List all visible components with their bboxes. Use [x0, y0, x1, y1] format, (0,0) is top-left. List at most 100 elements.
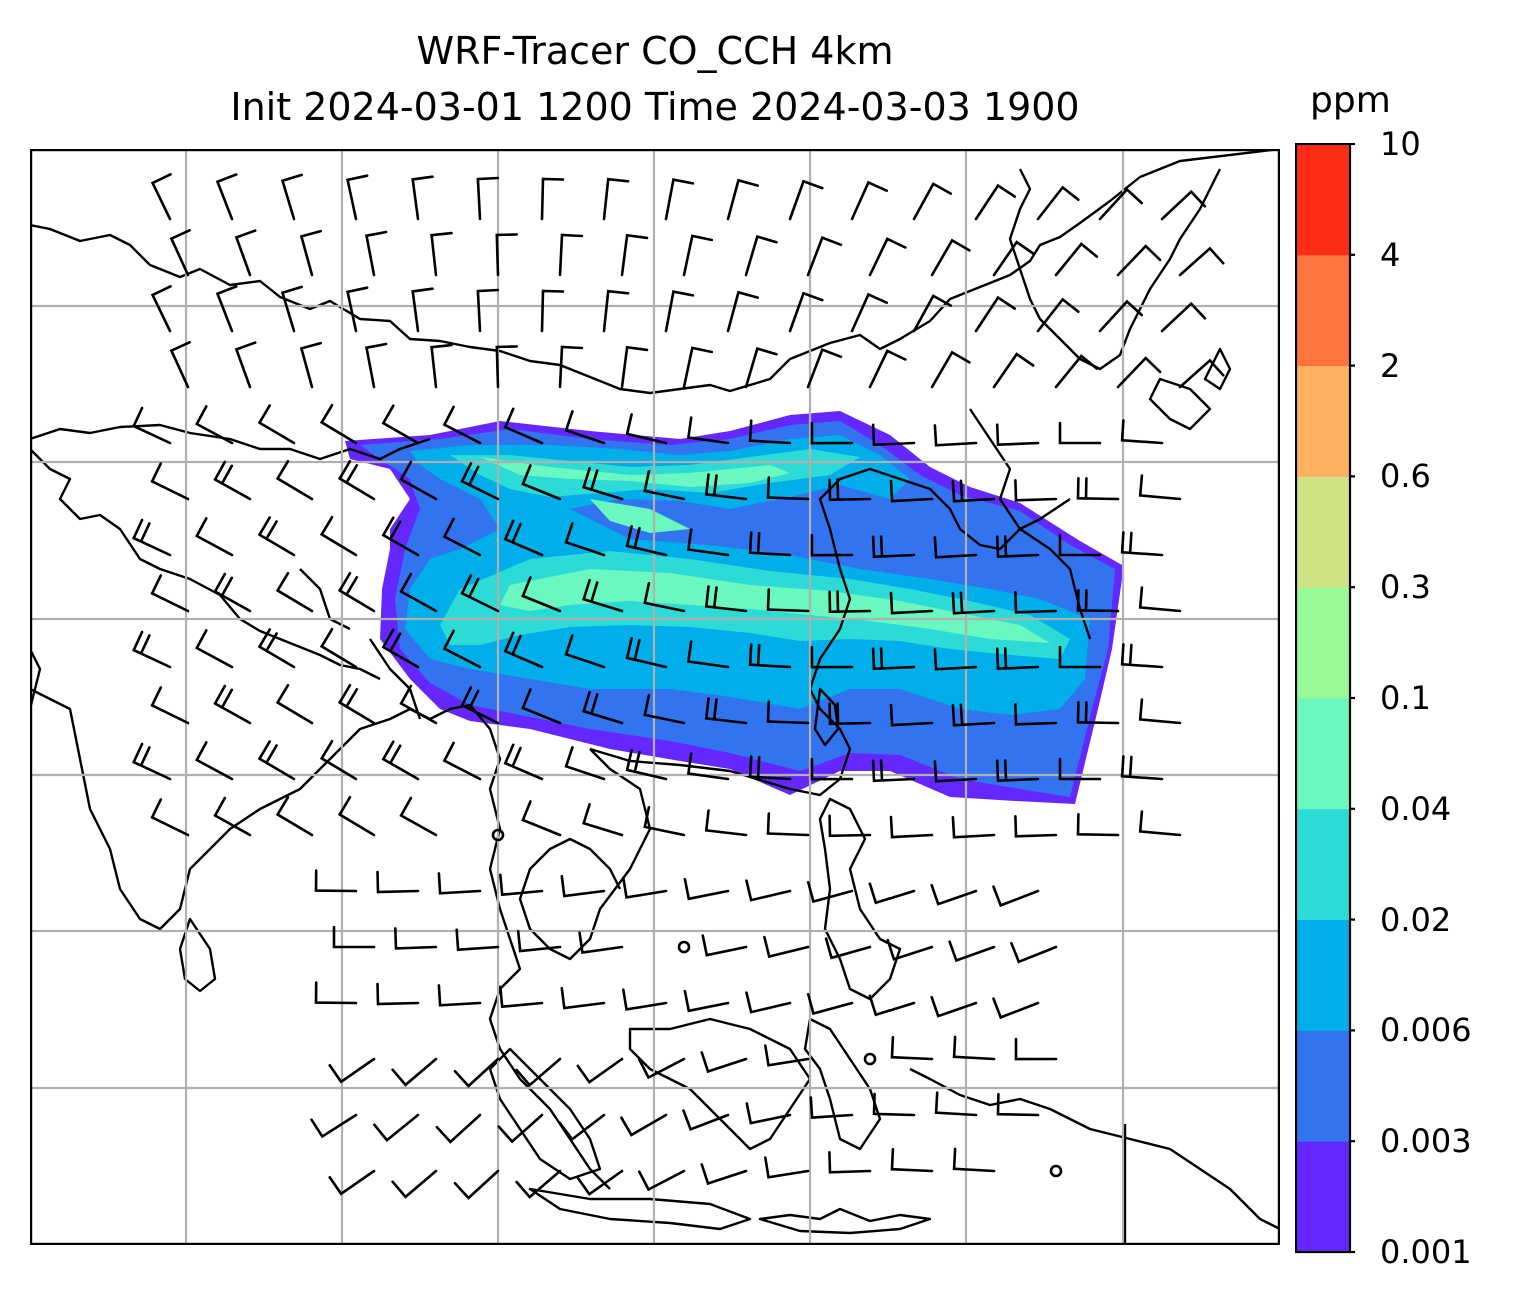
colorbar-tick-label: 0.003 — [1380, 1122, 1472, 1161]
wind-barb — [442, 741, 482, 781]
wind-barb — [766, 700, 810, 725]
wind-barb — [275, 460, 314, 501]
wind-barb — [299, 341, 322, 389]
wind-barb — [748, 643, 792, 669]
wind-barb — [332, 925, 376, 949]
wind-barb — [150, 285, 172, 333]
wind-barb — [871, 759, 916, 783]
wind-barb — [951, 479, 996, 503]
wind-barb — [868, 994, 916, 1017]
wind-barb — [726, 290, 760, 333]
wind-barb — [930, 883, 978, 906]
wind-barb — [582, 802, 624, 837]
wind-barb — [1138, 474, 1182, 501]
wind-barb — [521, 464, 562, 501]
wind-barb — [620, 345, 649, 389]
wind-barb — [602, 289, 630, 333]
wind-barb — [453, 1169, 500, 1200]
wind-barb — [806, 880, 854, 904]
wind-barb — [686, 528, 730, 557]
wind-barb — [314, 981, 358, 1005]
wind-barb — [828, 478, 872, 502]
wind-barb — [806, 992, 854, 1016]
wind-barb — [1076, 477, 1120, 501]
wind-barb — [131, 406, 172, 445]
wind-barb — [257, 628, 296, 669]
wind-barb — [328, 1169, 376, 1196]
wind-barb — [1014, 479, 1058, 502]
wind-barb — [516, 929, 562, 953]
wind-barb — [889, 815, 934, 839]
wind-barb — [683, 877, 730, 901]
wind-barb — [346, 286, 369, 333]
wind-barb — [364, 342, 388, 389]
wind-barb — [748, 419, 792, 445]
wind-barb — [828, 590, 872, 614]
wind-barb — [391, 1169, 438, 1199]
wind-barb — [1076, 701, 1120, 725]
wind-barb — [373, 1113, 420, 1143]
wind-barb — [602, 177, 630, 221]
wind-barb — [213, 684, 252, 725]
wind-barb — [1058, 533, 1102, 557]
wind-barb — [806, 236, 843, 277]
wind-barb — [810, 757, 854, 781]
wind-barb — [1138, 586, 1182, 613]
wind-barb — [437, 872, 482, 895]
wind-barb — [766, 476, 810, 501]
map-frame — [30, 149, 1280, 1245]
wind-barb — [1138, 810, 1182, 837]
wind-barb — [560, 986, 606, 1010]
wind-barb — [150, 462, 190, 501]
wind-barb — [257, 740, 296, 781]
plume-level-01 — [480, 457, 1050, 643]
wind-barb — [299, 229, 322, 277]
wind-barb — [521, 688, 562, 725]
wind-barb — [1076, 589, 1120, 613]
wind-barb — [952, 1035, 996, 1061]
wind-barb — [430, 343, 453, 389]
wind-barb — [215, 173, 238, 221]
colorbar-tick-label: 0.04 — [1380, 789, 1452, 828]
wind-barb — [376, 870, 420, 894]
wind-barb — [442, 629, 482, 669]
calm-wind-marker — [677, 940, 691, 954]
wind-barb — [499, 985, 544, 1009]
wind-barb — [1160, 301, 1207, 333]
wind-barb — [933, 648, 978, 671]
wind-barb — [686, 752, 730, 781]
wind-barb — [766, 812, 810, 837]
wind-barb — [540, 177, 565, 221]
colorbar-segment — [1296, 1141, 1350, 1253]
wind-barb — [1014, 703, 1058, 726]
wind-barb — [1010, 941, 1058, 964]
wind-barb — [912, 294, 953, 333]
wind-barb — [1036, 185, 1080, 221]
wind-barb — [1138, 698, 1182, 725]
wind-barb — [748, 755, 792, 781]
wind-barb — [399, 684, 438, 725]
wind-barb — [1076, 813, 1120, 837]
wind-barb — [540, 289, 565, 333]
wind-barb — [764, 1044, 810, 1067]
wind-barb — [280, 173, 303, 221]
wind-barb — [1058, 421, 1102, 445]
wind-barb — [195, 517, 234, 557]
wind-barb — [195, 629, 234, 669]
wind-barb — [930, 995, 978, 1018]
wind-barb — [391, 1057, 438, 1087]
wind-barb — [337, 796, 376, 837]
wind-barb — [912, 182, 953, 221]
wind-barb — [930, 350, 971, 389]
wind-barb — [992, 352, 1035, 389]
wind-barb — [625, 637, 668, 669]
wind-barb — [890, 1148, 934, 1173]
wind-barb — [558, 1113, 606, 1142]
wind-barb — [131, 518, 172, 557]
wind-barb — [625, 413, 668, 445]
wind-barb — [625, 525, 668, 557]
wind-barb — [376, 982, 420, 1006]
wind-barb — [213, 796, 252, 837]
wind-barb — [622, 876, 668, 899]
wind-barb — [453, 1057, 500, 1088]
